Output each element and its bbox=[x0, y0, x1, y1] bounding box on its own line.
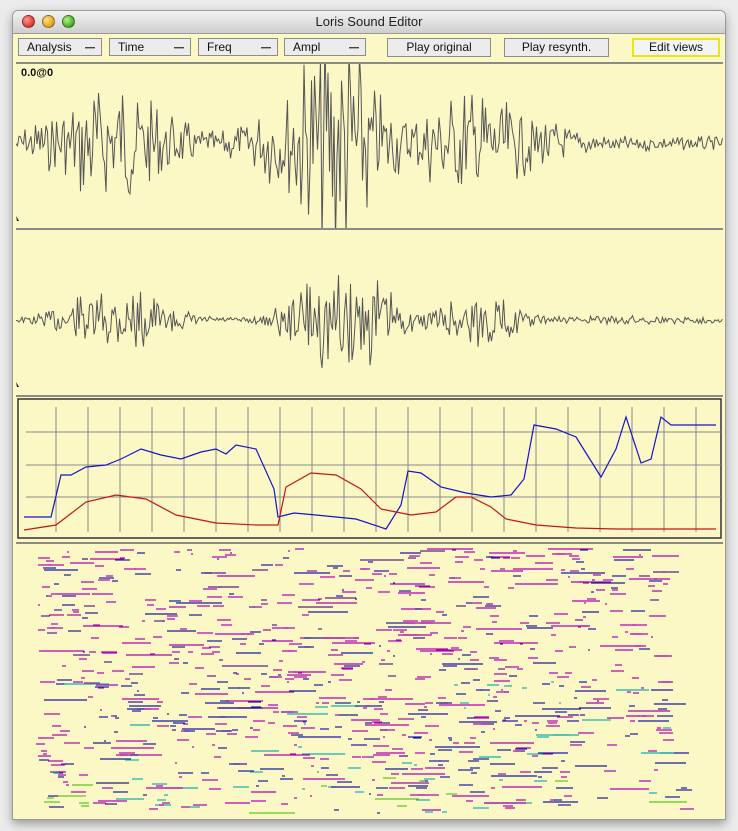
resynth-waveform-plot[interactable] bbox=[16, 230, 723, 395]
dropdown-arrow-icon bbox=[349, 47, 359, 49]
dropdown-arrow-icon bbox=[85, 47, 95, 49]
origin-marker-icon bbox=[16, 216, 19, 221]
origin-marker-icon bbox=[16, 382, 19, 387]
amplitude-trace[interactable] bbox=[23, 472, 716, 531]
freq-menu-label: Freq bbox=[207, 40, 232, 54]
resynth-waveform bbox=[16, 275, 723, 368]
partials-view[interactable] bbox=[16, 544, 723, 819]
position-readout: 0.0@0 bbox=[21, 67, 54, 79]
title-bar[interactable]: Loris Sound Editor bbox=[13, 11, 725, 34]
play-original-button[interactable]: Play original bbox=[387, 38, 491, 57]
envelope-frame bbox=[17, 398, 722, 539]
original-waveform-view[interactable]: 0.0@0 bbox=[16, 64, 723, 228]
dropdown-arrow-icon bbox=[261, 47, 271, 49]
minimize-window-icon[interactable] bbox=[42, 15, 55, 28]
toolbar: Analysis Time Freq Ampl Play original Pl… bbox=[13, 34, 725, 62]
envelope-plot[interactable] bbox=[16, 397, 723, 542]
zoom-window-icon[interactable] bbox=[62, 15, 75, 28]
time-menu-label: Time bbox=[118, 40, 145, 54]
time-menu[interactable]: Time bbox=[109, 38, 191, 56]
envelope-view[interactable] bbox=[16, 397, 723, 542]
close-window-icon[interactable] bbox=[22, 15, 35, 28]
original-waveform-plot[interactable] bbox=[16, 64, 723, 228]
original-waveform bbox=[16, 64, 723, 228]
frequency-trace[interactable] bbox=[24, 415, 716, 530]
dropdown-arrow-icon bbox=[174, 47, 184, 49]
partial-tracks bbox=[36, 548, 694, 814]
analysis-menu-label: Analysis bbox=[27, 40, 72, 54]
divider bbox=[16, 542, 723, 544]
window-title: Loris Sound Editor bbox=[315, 14, 423, 29]
divider bbox=[16, 228, 723, 230]
edit-views-button[interactable]: Edit views bbox=[632, 38, 720, 57]
envelope-grid bbox=[26, 407, 721, 532]
divider bbox=[16, 395, 723, 397]
resynth-waveform-view[interactable] bbox=[16, 230, 723, 395]
ampl-menu[interactable]: Ampl bbox=[284, 38, 366, 56]
freq-menu[interactable]: Freq bbox=[198, 38, 278, 56]
ampl-menu-label: Ampl bbox=[293, 40, 321, 54]
app-window: Loris Sound Editor Analysis Time Freq Am… bbox=[12, 10, 726, 820]
partials-plot[interactable] bbox=[16, 544, 723, 819]
analysis-menu[interactable]: Analysis bbox=[18, 38, 102, 56]
divider bbox=[16, 62, 723, 64]
play-resynth-button[interactable]: Play resynth. bbox=[504, 38, 609, 57]
